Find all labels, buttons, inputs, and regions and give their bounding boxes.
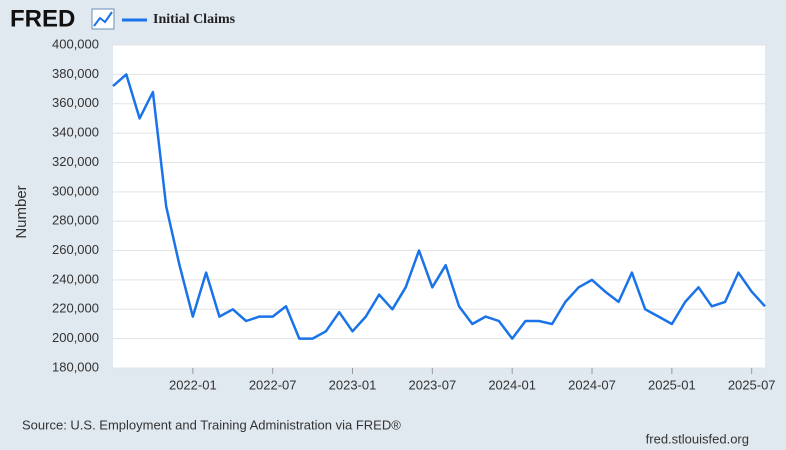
- y-tick-label: 360,000: [52, 95, 99, 110]
- x-tick-label: 2025-07: [728, 377, 776, 392]
- y-tick-label: 220,000: [52, 301, 99, 316]
- line-series: [112, 73, 766, 340]
- y-tick-label: 280,000: [52, 213, 99, 228]
- x-tick-label: 2023-01: [329, 377, 377, 392]
- y-tick-label: 260,000: [52, 242, 99, 257]
- y-tick-label: 380,000: [52, 66, 99, 81]
- y-tick-label: 300,000: [52, 183, 99, 198]
- logo: FRED: [10, 5, 75, 32]
- x-tick-label: 2022-07: [249, 377, 297, 392]
- y-axis-label: Number: [13, 185, 30, 238]
- y-tick-label: 400,000: [52, 36, 99, 51]
- site: fred.stlouisfed.org: [646, 431, 749, 446]
- y-tick-label: 180,000: [52, 359, 99, 374]
- logo-icon: [91, 8, 115, 30]
- y-tick-label: 320,000: [52, 154, 99, 169]
- legend-label: Initial Claims: [153, 12, 236, 27]
- x-tick-label: 2024-07: [568, 377, 616, 392]
- x-tick-label: 2025-01: [648, 377, 696, 392]
- x-tick-label: 2022-01: [169, 377, 217, 392]
- source: Source: U.S. Employment and Training Adm…: [22, 417, 401, 432]
- x-tick-label: 2024-01: [488, 377, 536, 392]
- y-tick-label: 240,000: [52, 271, 99, 286]
- y-tick-label: 340,000: [52, 125, 99, 140]
- plot-area: [113, 45, 765, 368]
- x-tick-label: 2023-07: [408, 377, 456, 392]
- y-tick-label: 200,000: [52, 330, 99, 345]
